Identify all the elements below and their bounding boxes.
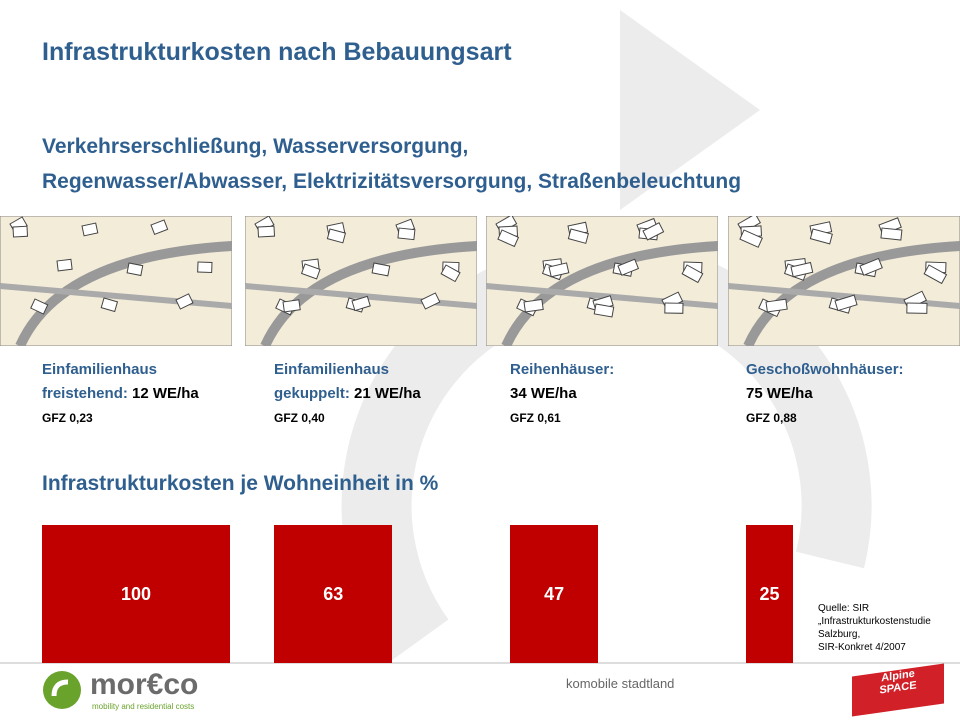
title: Infrastrukturkosten nach Bebauungsart: [42, 38, 512, 66]
caption-line: Reihenhäuser:: [510, 361, 615, 378]
density: 12 WE/ha: [132, 385, 199, 402]
subtitle: Regenwasser/Abwasser, Elektrizitätsverso…: [42, 170, 742, 193]
caption-line: 75 WE/ha: [746, 382, 904, 406]
site-plan: [0, 216, 232, 346]
source-line: SIR-Konkret 4/2007: [818, 642, 906, 653]
caption-line: 34 WE/ha: [510, 382, 614, 406]
gfz: GFZ 0,61: [510, 411, 561, 425]
source-line: Quelle: SIR: [818, 603, 870, 614]
caption: Einfamilienhaus freistehend: 12 WE/ha GFZ …: [42, 358, 199, 430]
caption: Geschoßwohnhäuser: 75 WE/ha GFZ 0,88: [746, 358, 904, 430]
gfz: GFZ 0,23: [42, 411, 93, 425]
caption-line: gekuppelt: 21 WE/ha: [274, 382, 421, 406]
site-plan: [245, 216, 477, 346]
logo-icon: [43, 671, 81, 709]
source-line: Salzburg,: [818, 629, 861, 640]
bar: 100: [42, 525, 230, 663]
subtitle: Verkehrserschließung, Wasserversorgung,: [42, 135, 469, 158]
bar-label: 47: [544, 583, 565, 604]
bar: 47: [510, 525, 599, 663]
caption-line: freistehend: 12 WE/ha: [42, 382, 199, 406]
caption-line: gekuppelt:: [274, 385, 350, 402]
bar: 25: [746, 525, 793, 663]
caption-line: freistehend:: [42, 385, 128, 402]
logo-tagline: mobility and residential costs: [92, 702, 195, 711]
bar-label: 63: [323, 583, 344, 604]
gfz: GFZ 0,40: [274, 411, 325, 425]
footer-text: komobile stadtland: [566, 676, 675, 691]
density: 75 WE/ha: [746, 385, 813, 402]
logo: mor€co: [90, 668, 199, 701]
density: 21 WE/ha: [354, 385, 421, 402]
caption-line: Einfamilienhaus: [42, 361, 158, 378]
bar-label: 25: [759, 583, 780, 604]
density: 34 WE/ha: [510, 385, 577, 402]
source: Quelle: SIR „Infrastrukturkostenstudie S…: [818, 602, 931, 654]
bar-label: 100: [120, 583, 152, 604]
chart-title: Infrastrukturkosten je Wohneinheit in %: [42, 472, 439, 495]
caption-line: Einfamilienhaus: [274, 361, 390, 378]
bar: 63: [274, 525, 393, 663]
site-plan: [728, 216, 960, 346]
caption-line: Geschoßwohnhäuser:: [746, 361, 904, 378]
gfz: GFZ 0,88: [746, 411, 797, 425]
caption: Reihenhäuser: 34 WE/ha GFZ 0,61: [510, 358, 614, 430]
source-line: „Infrastrukturkostenstudie: [818, 616, 931, 627]
site-plan: [486, 216, 718, 346]
caption: Einfamilienhaus gekuppelt: 21 WE/ha GFZ 0,…: [274, 358, 421, 430]
